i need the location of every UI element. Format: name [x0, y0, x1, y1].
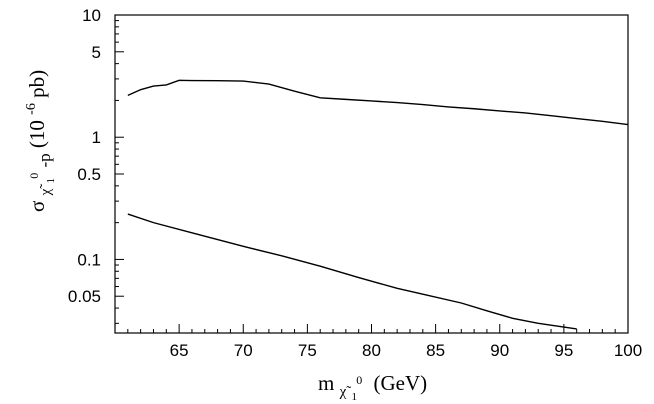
- x-tick-label: 100: [614, 341, 642, 360]
- y-tick-label: 10: [82, 6, 101, 25]
- x-axis-title: m χ̃ 1 0 (GeV): [318, 365, 427, 404]
- x-tick-label: 70: [234, 341, 253, 360]
- y-tick-label: 1: [92, 128, 101, 147]
- x-axis-base: m: [318, 371, 334, 395]
- series-lines: [127, 79, 629, 330]
- y-tick-label: 0.05: [68, 287, 101, 306]
- y-axis-unit-open: (10: [25, 120, 49, 148]
- x-tick-label: 90: [490, 341, 509, 360]
- x-tick-label: 95: [554, 341, 573, 360]
- y-axis-base: σ: [25, 201, 49, 212]
- y-axis-sub: χ̃: [38, 184, 54, 197]
- x-tick-label: 75: [298, 341, 317, 360]
- x-axis-subsub: 1: [352, 391, 358, 403]
- x-tick-label: 65: [170, 341, 189, 360]
- y-tick-label: 0.1: [77, 250, 101, 269]
- tick-marks: [114, 14, 629, 333]
- y-axis-tail: -p: [35, 153, 54, 167]
- y-tick-label: 5: [92, 43, 101, 62]
- y-tick-label: 0.5: [77, 165, 101, 184]
- x-tick-label: 80: [362, 341, 381, 360]
- lower-curve-line: [127, 213, 577, 330]
- x-axis-sub: χ̃: [339, 384, 352, 400]
- y-axis-sup: 0: [27, 173, 41, 179]
- x-tick-label: 85: [426, 341, 445, 360]
- upper-curve-line: [127, 79, 629, 126]
- x-axis-sup: 0: [356, 373, 362, 387]
- y-axis-unit-exp: -6: [24, 103, 39, 115]
- y-axis-unit-close: pb): [25, 70, 49, 98]
- y-axis-subsub: 1: [45, 178, 57, 184]
- y-axis-title: σ χ̃ 1 0 -p (10 -6 pb): [16, 70, 59, 212]
- plot-frame: [114, 14, 629, 334]
- x-axis-unit: (GeV): [374, 371, 428, 395]
